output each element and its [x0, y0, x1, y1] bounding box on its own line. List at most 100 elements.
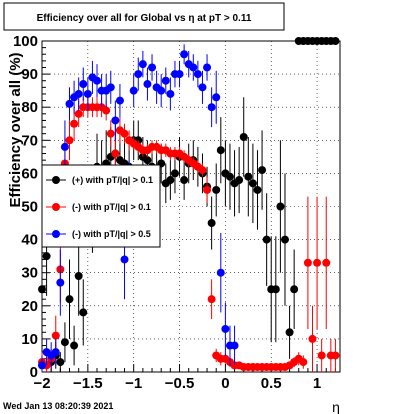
- y-axis-ticks: 0 10 20 30 40 50 60 70 80 90 100: [13, 33, 50, 381]
- data-point: [239, 132, 248, 141]
- data-point: [203, 185, 212, 194]
- data-point: [280, 235, 289, 244]
- data-point: [70, 341, 79, 350]
- grid-lines: [42, 41, 340, 372]
- data-point: [56, 278, 65, 287]
- data-point: [285, 328, 294, 337]
- data-point: [74, 109, 83, 118]
- y-tick-label: 80: [21, 99, 38, 116]
- x-tick-label: −1: [125, 375, 142, 392]
- data-point: [56, 358, 65, 367]
- data-point: [230, 341, 239, 350]
- data-point: [331, 351, 340, 360]
- data-point: [331, 37, 340, 45]
- x-tick-label: −0.5: [165, 375, 195, 392]
- data-point: [248, 179, 257, 188]
- data-point: [299, 358, 308, 367]
- data-point: [198, 166, 207, 175]
- data-point: [207, 295, 216, 304]
- data-point: [207, 219, 216, 228]
- data-point: [111, 116, 120, 125]
- data-point: [198, 83, 207, 92]
- data-point: [180, 176, 189, 185]
- data-point: [79, 308, 88, 317]
- legend-marker: [52, 203, 60, 211]
- data-point: [262, 235, 271, 244]
- legend-entry-minus: (-) with pT/|q| > 0.1: [46, 202, 151, 212]
- data-point: [170, 169, 179, 178]
- data-point: [143, 156, 152, 165]
- data-point: [42, 252, 51, 261]
- data-point: [143, 80, 152, 89]
- chart-title: Efficiency over all for Global vs η at p…: [37, 13, 252, 24]
- data-point: [115, 96, 124, 105]
- legend-label: (+) with pT/|q| > 0.1: [72, 175, 153, 185]
- legend-label: (-) with pT/|q| > 0.5: [72, 229, 151, 239]
- data-point: [111, 149, 120, 158]
- legend-label: (-) with pT/|q| > 0.1: [72, 202, 151, 212]
- y-tick-label: 60: [21, 165, 38, 182]
- data-point: [157, 86, 166, 95]
- data-point: [313, 258, 322, 267]
- data-point: [65, 136, 74, 145]
- data-point: [51, 348, 60, 357]
- data-point: [180, 50, 189, 59]
- data-point: [102, 106, 111, 115]
- data-point: [60, 338, 69, 347]
- data-point: [207, 103, 216, 112]
- legend-box: [41, 164, 161, 248]
- legend-marker: [52, 230, 60, 238]
- data-point: [203, 63, 212, 72]
- data-point: [235, 176, 244, 185]
- data-point: [212, 93, 221, 102]
- x-tick-label: −1.5: [73, 375, 103, 392]
- x-tick-label: −2: [33, 375, 50, 392]
- data-point: [83, 89, 92, 98]
- data-point: [65, 99, 74, 108]
- series--with-pt-q-0-5: [38, 44, 239, 372]
- data-point: [93, 76, 102, 85]
- data-point: [148, 63, 157, 72]
- data-point: [38, 285, 46, 294]
- data-point: [244, 172, 253, 181]
- data-point: [258, 166, 267, 175]
- data-point: [290, 285, 299, 294]
- data-point: [276, 202, 285, 211]
- legend: (+) with pT/|q| > 0.1 (-) with pT/|q| > …: [41, 164, 161, 248]
- data-point: [189, 63, 198, 72]
- timestamp: Wed Jan 13 08:20:39 2021: [3, 401, 113, 411]
- data-point: [216, 268, 225, 277]
- data-point: [308, 334, 317, 343]
- data-point: [74, 89, 83, 98]
- data-point: [175, 70, 184, 79]
- data-point: [221, 324, 230, 333]
- y-tick-label: 70: [21, 132, 38, 149]
- legend-entry-minus-high: (-) with pT/|q| > 0.5: [46, 229, 151, 239]
- data-point: [38, 361, 46, 370]
- y-tick-label: 50: [21, 199, 38, 216]
- data-point: [166, 176, 175, 185]
- data-point: [60, 142, 69, 151]
- y-tick-label: 10: [21, 331, 38, 348]
- data-point: [129, 86, 138, 95]
- data-point: [106, 83, 115, 92]
- data-point: [212, 185, 221, 194]
- data-point: [193, 70, 202, 79]
- y-tick-label: 20: [21, 298, 38, 315]
- data-point: [161, 76, 170, 85]
- data-point: [216, 146, 225, 155]
- data-point: [120, 255, 129, 264]
- data-point: [120, 129, 129, 138]
- x-tick-label: 0.5: [261, 375, 282, 392]
- data-point: [65, 295, 74, 304]
- data-point: [70, 119, 79, 128]
- data-point: [253, 185, 262, 194]
- legend-marker: [52, 176, 60, 184]
- legend-entry-plus: (+) with pT/|q| > 0.1: [46, 175, 153, 185]
- data-point: [138, 60, 147, 69]
- data-point: [225, 172, 234, 181]
- y-axis-label: Efficiency over all (%): [7, 52, 24, 207]
- data-point: [271, 285, 280, 294]
- x-tick-label: 1: [313, 375, 321, 392]
